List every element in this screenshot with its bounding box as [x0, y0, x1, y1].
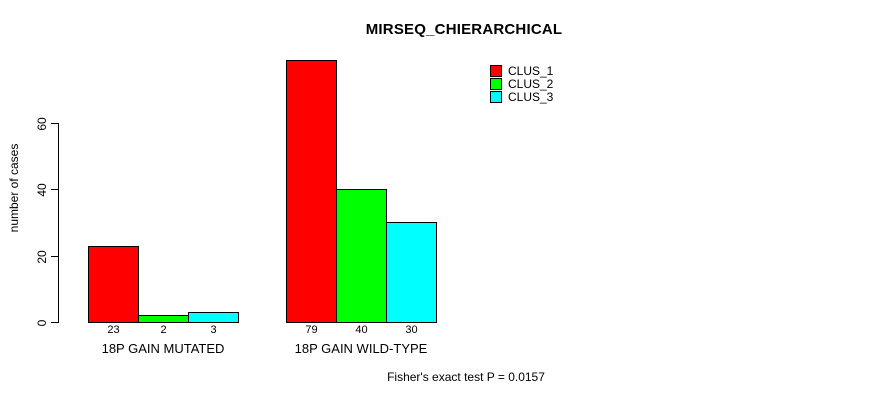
- bar-value-label: 30: [405, 324, 418, 336]
- legend-row: CLUS_1: [490, 63, 554, 78]
- bar-value-label: 3: [210, 324, 217, 336]
- bar-clus_1-group1: [88, 246, 139, 323]
- y-tick-mark: [51, 123, 58, 124]
- bar-clus_2-group2: [336, 189, 387, 323]
- bar-clus_3-group2: [386, 222, 437, 323]
- legend-row: CLUS_2: [490, 76, 554, 91]
- legend: CLUS_1 CLUS_2 CLUS_3: [490, 63, 554, 104]
- legend-swatch-icon: [490, 77, 502, 90]
- bar-clus_2-group1: [138, 315, 189, 323]
- y-tick-mark: [51, 189, 58, 190]
- bar-value-label: 40: [355, 324, 368, 336]
- category-label: 18P GAIN MUTATED: [101, 341, 225, 356]
- bar-clus_1-group2: [286, 60, 337, 323]
- chart-title: MIRSEQ_CHIERARCHICAL: [365, 21, 563, 38]
- legend-label: CLUS_3: [508, 89, 554, 104]
- legend-label: CLUS_1: [508, 63, 554, 78]
- y-tick-label: 40: [35, 182, 49, 197]
- y-tick-label: 0: [35, 319, 49, 326]
- bar-value-label: 2: [160, 324, 167, 336]
- y-tick-mark: [51, 322, 58, 323]
- y-tick-label: 60: [35, 116, 49, 131]
- legend-row: CLUS_3: [490, 89, 554, 104]
- bar-value-label: 23: [107, 324, 120, 336]
- y-axis-line: [58, 123, 59, 323]
- legend-swatch-icon: [490, 90, 502, 103]
- y-axis-label: number of cases: [7, 143, 21, 233]
- bar-value-label: 79: [305, 324, 318, 336]
- legend-swatch-icon: [490, 64, 502, 77]
- category-label: 18P GAIN WILD-TYPE: [294, 341, 428, 356]
- bar-clus_3-group1: [188, 312, 239, 323]
- y-tick-label: 20: [35, 249, 49, 264]
- y-tick-mark: [51, 256, 58, 257]
- legend-label: CLUS_2: [508, 76, 554, 91]
- fisher-test-annotation: Fisher's exact test P = 0.0157: [387, 370, 545, 384]
